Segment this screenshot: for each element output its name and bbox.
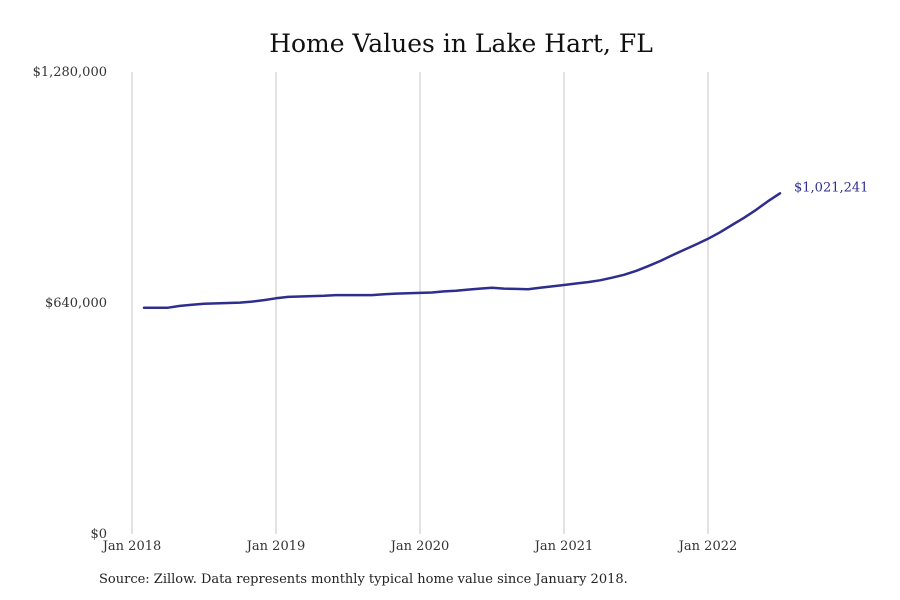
y-tick-label: $640,000 [45,296,107,311]
x-tick-label: Jan 2021 [533,539,594,554]
series-layer: $1,021,241 [142,180,868,309]
end-value-label: $1,021,241 [794,180,868,195]
gridlines [131,72,709,534]
y-tick-label: $0 [90,527,107,542]
y-axis-tick-labels: $0 $640,000 $1,280,000 [33,65,107,542]
source-note: Source: Zillow. Data represents monthly … [99,572,628,587]
series-line-0 [142,192,782,309]
y-tick-label: $1,280,000 [33,65,107,80]
x-tick-label: Jan 2020 [389,539,450,554]
x-tick-label: Jan 2018 [101,539,162,554]
x-tick-label: Jan 2019 [245,539,306,554]
x-axis-tick-labels: Jan 2018 Jan 2019 Jan 2020 Jan 2021 Jan 2022 [101,539,738,554]
chart-title: Home Values in Lake Hart, FL [269,29,653,58]
x-tick-label: Jan 2022 [677,539,738,554]
